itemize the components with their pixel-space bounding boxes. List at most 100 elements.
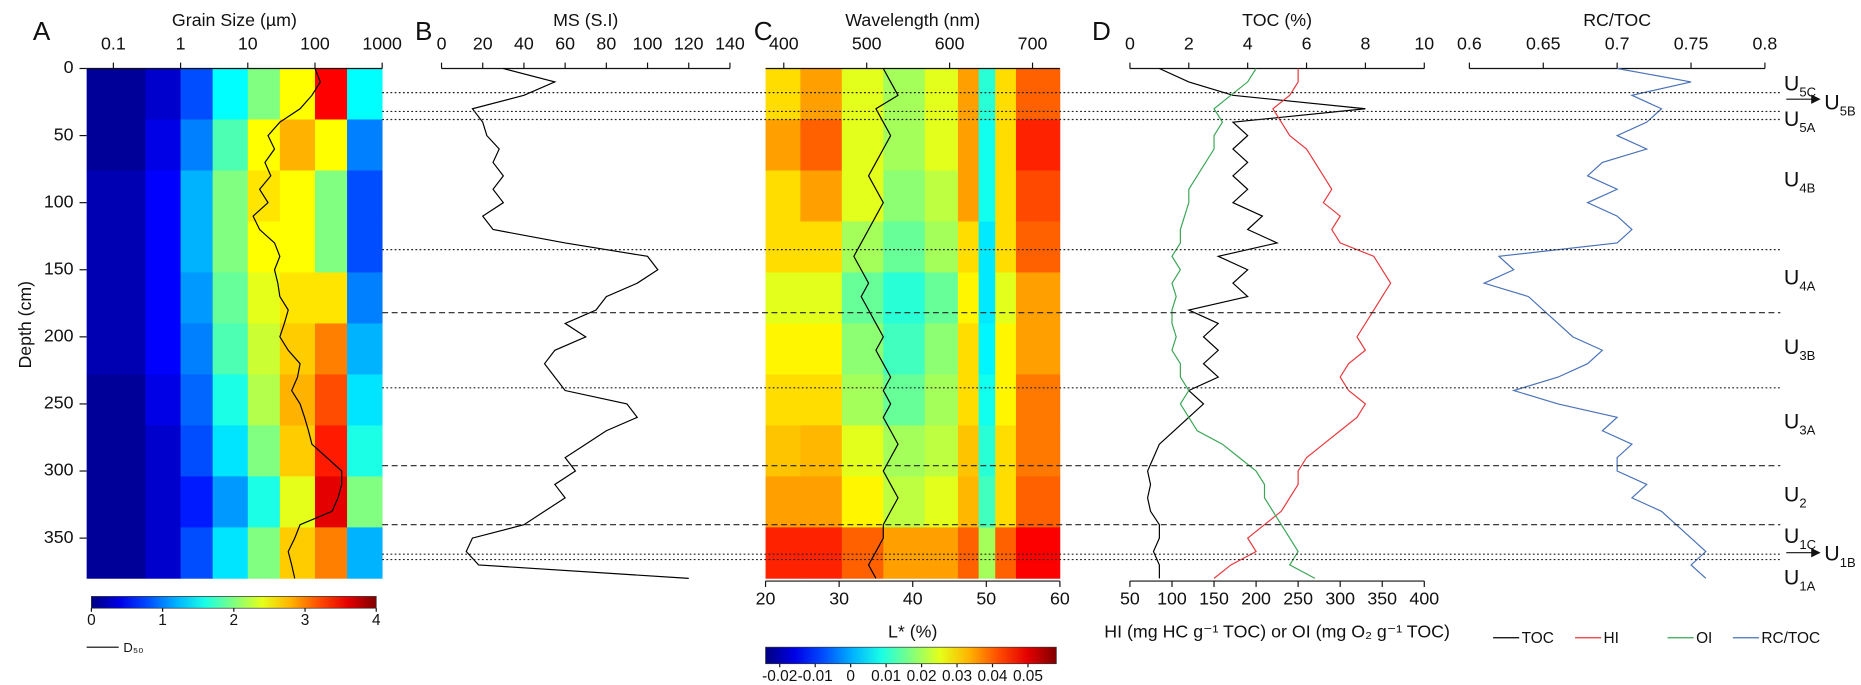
heatmap-cell: [978, 119, 996, 171]
heatmap-cell: [247, 221, 281, 273]
heatmap-cell: [1015, 221, 1061, 273]
heatmap-cell: [841, 272, 884, 324]
heatmap-cell: [180, 221, 214, 273]
x2-tick-label: 20: [756, 589, 776, 609]
series-line: [1146, 67, 1366, 579]
heatmap-cell: [212, 323, 249, 375]
heatmap-cell: [145, 221, 181, 273]
heatmap-cell: [800, 68, 843, 120]
heatmap-cell: [1015, 170, 1061, 222]
heatmap-cell: [765, 119, 801, 171]
heatmap-cell: [978, 170, 996, 222]
heatmap-cell: [279, 68, 316, 120]
heatmap-cell: [347, 221, 383, 273]
unit-label: U: [1784, 524, 1799, 548]
y-axis-title: Depth (cm): [15, 281, 35, 369]
heatmap-cell: [212, 527, 249, 579]
heatmap-cell: [247, 272, 281, 324]
x-tick-label: 100: [300, 34, 330, 54]
heatmap-cell: [314, 476, 348, 528]
x2-axis-title: L* (%): [888, 622, 937, 642]
heatmap-cell: [924, 425, 959, 477]
heatmap-cell: [765, 476, 801, 528]
unit-subscript: 1A: [1799, 578, 1815, 593]
x-tick-label: 0.1: [101, 34, 126, 54]
heatmap-cell: [765, 374, 801, 426]
heatmap-cell: [765, 323, 801, 375]
y-tick-label: 300: [44, 460, 74, 480]
heatmap-cell: [86, 527, 146, 579]
heatmap-cell: [247, 68, 281, 120]
heatmap-cell: [978, 527, 996, 579]
x2-tick-label: 400: [1409, 589, 1439, 609]
unit-label: U: [1824, 91, 1839, 115]
heatmap-cell: [765, 170, 801, 222]
colorbar-tick-label: 0: [846, 668, 855, 685]
unit-subscript: 1C: [1799, 537, 1816, 552]
x-tick-label: 0: [1125, 34, 1135, 54]
x2-tick-label: 150: [1199, 589, 1229, 609]
x2-tick-label: 100: [1157, 589, 1187, 609]
x-tick-label: 0: [437, 34, 447, 54]
unit-subscript: 4A: [1799, 278, 1815, 293]
heatmap-cell: [1015, 272, 1061, 324]
heatmap-cell: [883, 527, 926, 579]
heatmap-cell: [924, 272, 959, 324]
panel-letter: C: [754, 16, 773, 46]
heatmap-cell: [180, 272, 214, 324]
series-line: [1171, 68, 1316, 579]
heatmap-cell: [800, 374, 843, 426]
heatmap-cell: [924, 170, 959, 222]
unit-label: U: [1784, 107, 1799, 131]
heatmap-cell: [145, 527, 181, 579]
unit-label: U: [1784, 72, 1799, 96]
heatmap-cell: [957, 476, 980, 528]
y-tick-label: 350: [44, 527, 74, 547]
x-tick-label: 20: [473, 34, 493, 54]
heatmap-cell: [995, 476, 1017, 528]
heatmap-cell: [883, 272, 926, 324]
heatmap-cell: [995, 272, 1017, 324]
heatmap-cell: [800, 119, 843, 171]
x-tick-label: 1000: [362, 34, 402, 54]
x-tick-label: 0.6: [1457, 34, 1482, 54]
heatmap-cell: [247, 323, 281, 375]
heatmap-cell: [995, 425, 1017, 477]
x-tick-label: 40: [514, 34, 534, 54]
heatmap-cell: [995, 170, 1017, 222]
heatmap-cell: [978, 425, 996, 477]
unit-subscript: 3A: [1799, 423, 1815, 438]
heatmap-cell: [86, 68, 146, 120]
heatmap-cell: [86, 476, 146, 528]
unit-subscript: 4B: [1799, 180, 1815, 195]
x-axis-title: RC/TOC: [1583, 10, 1651, 30]
heatmap-cell: [957, 68, 980, 120]
unit-subscript: 5A: [1799, 120, 1815, 135]
heatmap-cell: [841, 323, 884, 375]
heatmap-cell: [314, 374, 348, 426]
x-tick-label: 6: [1302, 34, 1312, 54]
heatmap-cell: [841, 527, 884, 579]
unit-label: U: [1784, 565, 1799, 589]
heatmap-cell: [86, 374, 146, 426]
x2-tick-label: 200: [1241, 589, 1271, 609]
colorbar-tick-label: -0.01: [798, 668, 833, 685]
x-tick-label: 120: [674, 34, 704, 54]
heatmap-cell: [180, 476, 214, 528]
heatmap-cell: [765, 425, 801, 477]
x-tick-label: 0.7: [1605, 34, 1630, 54]
heatmap-cell: [279, 425, 316, 477]
heatmap-cell: [314, 119, 348, 171]
heatmap-cell: [247, 476, 281, 528]
unit-label: U: [1784, 483, 1799, 507]
unit-label: U: [1824, 542, 1839, 566]
x-tick-label: 10: [238, 34, 258, 54]
heatmap-cell: [212, 68, 249, 120]
series-line: [465, 67, 689, 579]
heatmap-cell: [978, 323, 996, 375]
heatmap-cell: [180, 425, 214, 477]
heatmap-cell: [841, 425, 884, 477]
y-tick-label: 50: [54, 124, 74, 144]
heatmap-cell: [924, 527, 959, 579]
